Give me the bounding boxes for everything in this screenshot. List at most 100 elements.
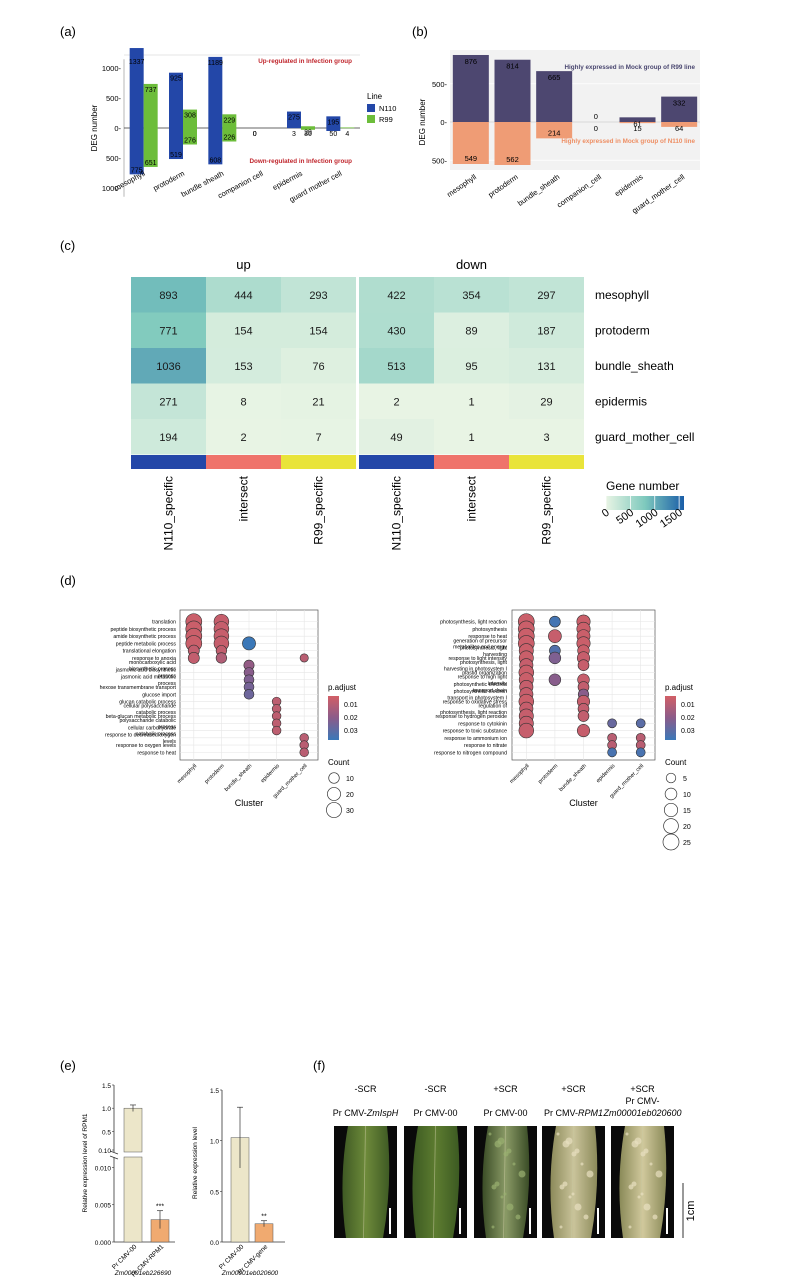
- heatmap-value: 422: [387, 290, 405, 302]
- heatmap-cell: [509, 348, 584, 384]
- term-label: response to anoxia: [132, 656, 176, 662]
- count-legend-circle: [326, 802, 342, 818]
- heatmap-cell: [206, 277, 281, 313]
- heatmap-cell: [434, 277, 509, 313]
- x-axis-label: Cluster: [569, 798, 598, 808]
- y-tick-label: 1000-: [102, 184, 122, 193]
- data-label-n110-up: 195: [327, 119, 339, 126]
- scale-bar: [389, 1208, 391, 1234]
- cluster-tick-label: mesophyll: [509, 763, 531, 785]
- row-label: mesophyll: [595, 288, 649, 302]
- lesion-spot: [580, 1162, 584, 1166]
- heatmap-cell: [131, 383, 206, 419]
- count-legend-circle: [662, 833, 680, 851]
- heatmap-value: 2: [393, 396, 399, 408]
- count-legend-circle: [663, 818, 679, 834]
- data-label-n110-down: 519: [170, 152, 182, 159]
- data-label-mock-n110: 562: [506, 155, 519, 164]
- count-legend-label: 5: [683, 776, 687, 783]
- x-axis-label: Cluster: [235, 798, 264, 808]
- enrichment-dot: [518, 722, 534, 739]
- heatmap-cell: [281, 312, 356, 348]
- term-label: response to decreased oxygen levels: [105, 733, 176, 745]
- treatment-label: -SCR: [355, 1084, 377, 1094]
- padj-colorbar: [328, 696, 339, 740]
- leaf-blade: [482, 1126, 530, 1238]
- panel-d-right-dotplot: photosynthesis, light reactionphotosynth…: [434, 609, 695, 851]
- y-tick-label: 0.5: [102, 1129, 111, 1136]
- heatmap-cell: [206, 312, 281, 348]
- y-tick-label: 1000-: [102, 64, 122, 73]
- bar-mock-n110: [494, 122, 531, 165]
- term-label: response to heat: [137, 750, 176, 756]
- y-tick-label: 1.0: [210, 1139, 219, 1146]
- lesion-spot: [503, 1192, 507, 1196]
- plot-bg: [450, 50, 700, 170]
- heatmap-value: 76: [312, 361, 324, 373]
- heatmap-value: 3: [543, 432, 549, 444]
- term-label: jasmonic acid metabolic process: [120, 675, 176, 687]
- heatmap-value: 21: [312, 396, 324, 408]
- padj-legend-title: p.adjust: [665, 683, 694, 692]
- lesion-spot: [488, 1132, 492, 1136]
- legend-title: Gene number: [606, 479, 679, 493]
- panel-letter-d: (d): [60, 573, 76, 588]
- data-label-r99-up: 29: [304, 129, 312, 136]
- bar-r99-up: [143, 83, 158, 128]
- cluster-tick-label: mesophyll: [176, 763, 198, 785]
- count-legend-title: Count: [665, 758, 687, 767]
- term-label: polysaccharide catabolic process: [119, 718, 176, 730]
- leaf-blade: [550, 1126, 598, 1238]
- legend-title: Line: [367, 92, 383, 101]
- term-label: translation: [152, 620, 176, 626]
- heatmap-value: 430: [387, 325, 405, 337]
- lesion-spot: [497, 1137, 505, 1145]
- bar-mock-r99: [619, 117, 656, 122]
- enrichment-dot: [548, 673, 562, 686]
- leaf-midrib: [640, 1125, 643, 1239]
- heatmap-value: 271: [159, 396, 177, 408]
- bar-n110-up: [287, 111, 301, 128]
- heatmap-value: 1: [468, 396, 474, 408]
- enrichment-dot: [243, 688, 255, 700]
- heatmap-cell: [434, 348, 509, 384]
- panel-e-left-bar-chart: 1.5 1.0 0.5 0.10 0.010 0.005 0.000 *** Relative …: [82, 1083, 175, 1279]
- heatmap-cell: [281, 277, 356, 313]
- lesion-spot: [655, 1170, 663, 1178]
- padj-tick-label: 0.02: [681, 715, 695, 722]
- construct-label: Pr CMV-ZmIspH: [333, 1108, 399, 1118]
- enrichment-dot: [607, 747, 617, 758]
- enrichment-dot: [577, 710, 590, 722]
- leaf-blade: [342, 1126, 390, 1238]
- category-annotation-bar: [206, 455, 281, 469]
- leaf-midrib: [363, 1125, 366, 1239]
- legend-swatch-n110: [367, 104, 375, 112]
- panel-b-mock-bar-chart: 500- 0- 500- DEG number 876 549 mesophyll 814 56…: [418, 50, 700, 215]
- enrichment-dot: [271, 725, 282, 736]
- term-label: response to cytokinin: [458, 721, 507, 727]
- data-label-r99-up: 737: [145, 87, 157, 94]
- gene-label: Zm00001eb226690: [114, 1270, 172, 1277]
- heatmap-group-title: down: [456, 257, 487, 272]
- cluster-tick-label: protoderm: [204, 763, 226, 785]
- treatment-label: +SCR: [630, 1084, 655, 1094]
- y-tick-label: 500-: [432, 80, 448, 89]
- lesion-spot: [574, 1148, 580, 1154]
- count-legend-label: 25: [683, 840, 691, 847]
- heatmap-cell: [359, 383, 434, 419]
- category-annotation-bar: [434, 455, 509, 469]
- row-label: guard_mother_cell: [595, 430, 694, 444]
- y-tick-label: 0.010: [95, 1165, 112, 1172]
- term-label: response to nitrogen compound: [434, 750, 507, 756]
- panel-f-leaf-photos: -SCR Pr CMV-ZmIspH -SCR Pr CMV-00 +SCR Pr CMV…: [333, 1084, 697, 1239]
- annotation-n110: Highly expressed in Mock group of N110 l…: [561, 138, 695, 145]
- term-label: photosynthesis, light harvesting in photo…: [444, 660, 508, 672]
- data-label-r99-down: 651: [145, 160, 157, 167]
- category-annotation-bar: [281, 455, 356, 469]
- term-label: peptide metabolic process: [116, 641, 177, 647]
- enrichment-dot: [299, 653, 309, 663]
- y-tick-label: 500-: [106, 154, 122, 163]
- column-label: intersect: [237, 475, 251, 521]
